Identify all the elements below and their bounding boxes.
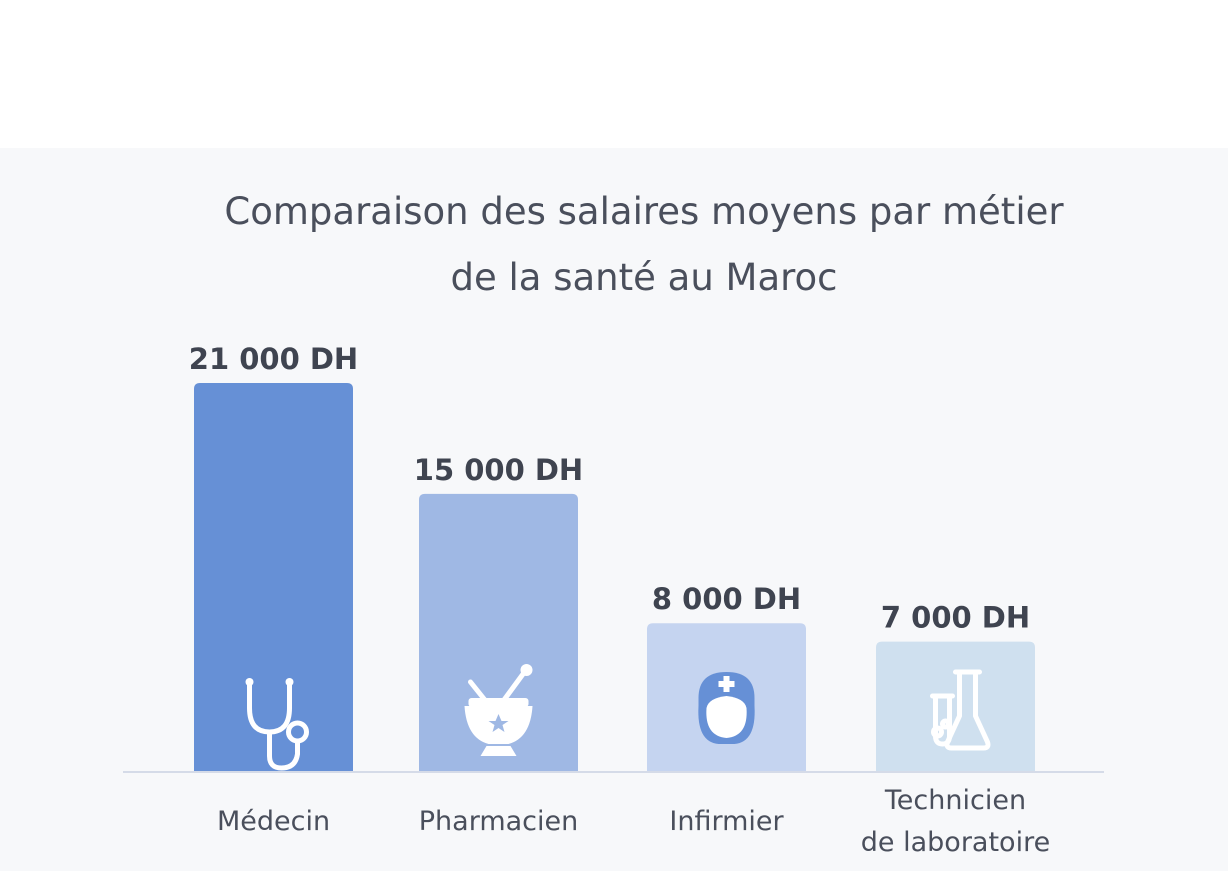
chart-title-line-1: Comparaison des salaires moyens par méti… — [224, 190, 1064, 233]
lab-flask-icon — [930, 669, 991, 751]
value-label-3: 8 000 DH — [652, 582, 801, 616]
stethoscope-icon — [245, 678, 309, 771]
category-label-2: Pharmacien — [419, 806, 578, 837]
category-label-4-line-2: de laboratoire — [861, 827, 1050, 858]
chart-title-line-2: de la santé au Maroc — [450, 256, 838, 299]
mortar-pestle-icon — [464, 664, 533, 756]
bars-layer — [194, 383, 1035, 771]
labels-layer: 21 000 DH Médecin 15 000 DH Pharmacien 8 000… — [189, 342, 1050, 858]
bar-1 — [194, 383, 353, 771]
bar-4 — [876, 641, 1035, 771]
category-label-1: Médecin — [217, 806, 330, 837]
value-label-4: 7 000 DH — [881, 601, 1030, 635]
bar-2 — [419, 493, 578, 771]
value-label-2: 15 000 DH — [414, 453, 583, 487]
nurse-icon — [698, 672, 755, 744]
value-label-1: 21 000 DH — [189, 342, 358, 376]
category-label-3: Infirmier — [669, 806, 784, 837]
category-label-4-line-1: Technicien — [884, 785, 1026, 816]
icons-layer — [245, 664, 991, 771]
